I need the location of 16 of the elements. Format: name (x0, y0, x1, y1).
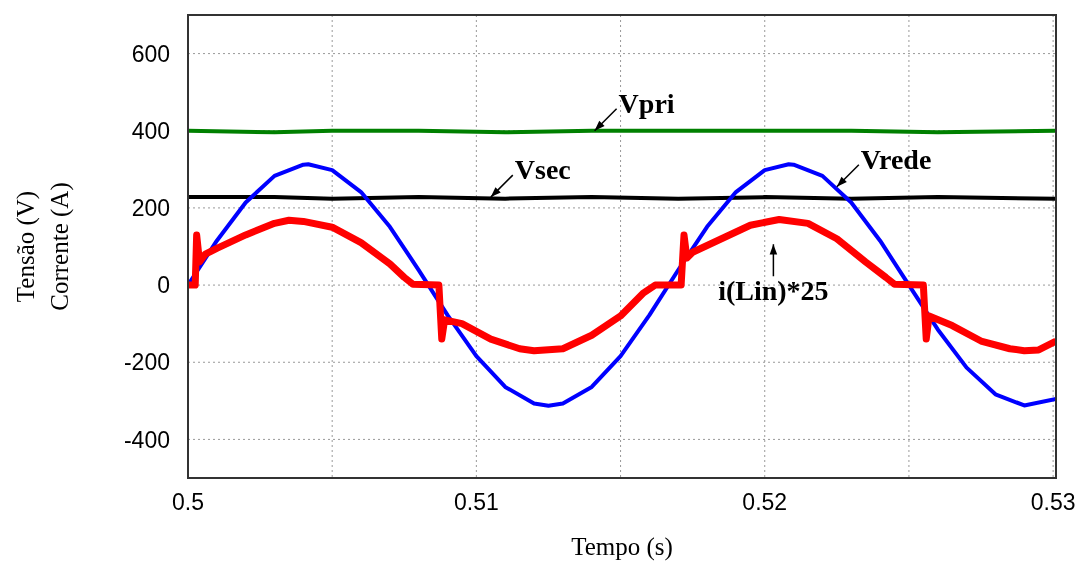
y-tick-label: 0 (157, 272, 170, 299)
x-tick-label: 0.52 (742, 489, 788, 516)
y-tick-label: 600 (131, 40, 170, 67)
annotation: Vpri (618, 87, 675, 119)
y-axis-title: Tensão (V) Corrente (A) (12, 182, 74, 311)
annotation: Vrede (860, 143, 932, 175)
x-tick-label: 0.5 (172, 489, 204, 516)
y-tick-label: -400 (123, 426, 170, 453)
x-tick-label: 0.51 (453, 489, 499, 516)
annotation: i(Lin)*25 (718, 275, 829, 307)
x-tick-label: 0.53 (1030, 489, 1076, 516)
y-tick-label: 200 (131, 195, 170, 222)
x-axis-title: Tempo (s) (571, 533, 673, 561)
annotation: Vsec (514, 154, 571, 186)
y-tick-label: 400 (131, 117, 170, 144)
y-tick-label: -200 (123, 349, 170, 376)
